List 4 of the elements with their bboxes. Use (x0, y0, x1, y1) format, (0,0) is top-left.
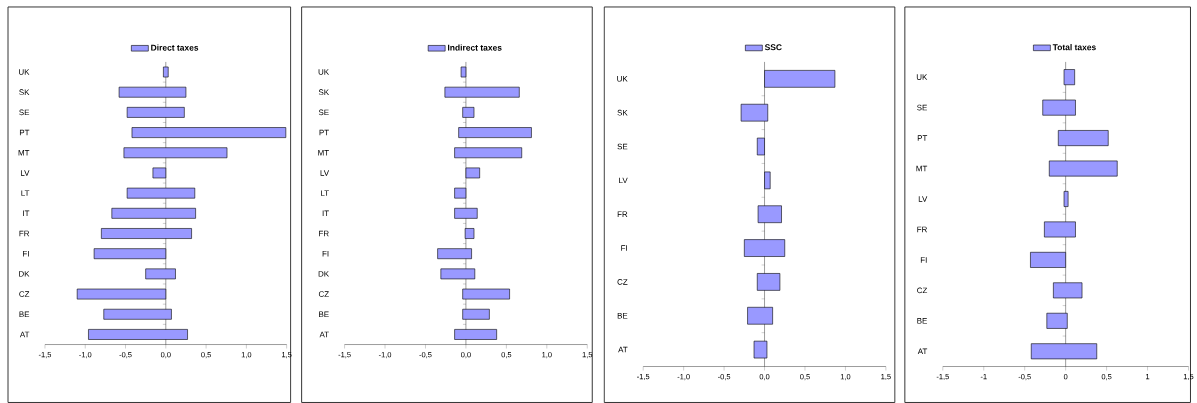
legend-label: Indirect taxes (448, 44, 502, 51)
legend-label: SSC (764, 44, 782, 51)
legend-label: Direct taxes (151, 44, 199, 51)
legend-label: Total taxes (1052, 44, 1096, 51)
